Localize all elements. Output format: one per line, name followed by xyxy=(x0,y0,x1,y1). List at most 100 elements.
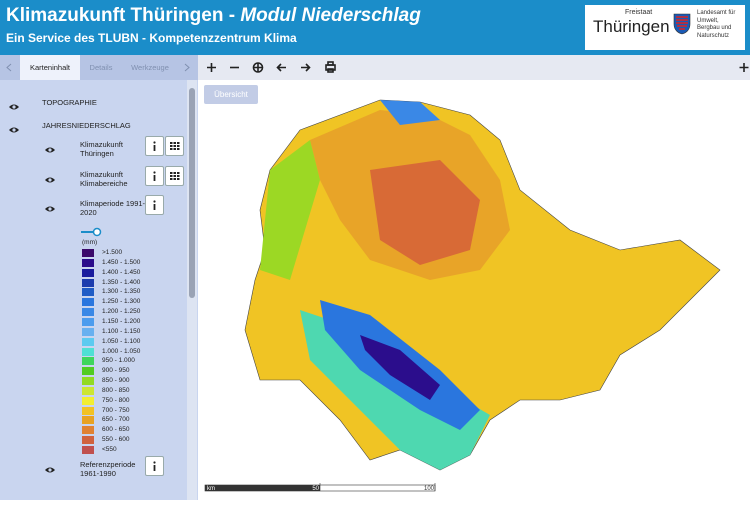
back[interactable] xyxy=(276,63,287,72)
scale-segment xyxy=(205,485,320,491)
visibility-toggle[interactable] xyxy=(8,121,20,139)
sublayer-label: Klimazukunft Klimabereiche xyxy=(80,170,128,188)
legend-label: 1.400 - 1.450 xyxy=(102,268,141,276)
info-button[interactable] xyxy=(145,456,164,476)
legend-label: 1.000 - 1.050 xyxy=(102,347,141,355)
legend-swatch xyxy=(82,258,94,267)
visibility-toggle[interactable] xyxy=(44,200,56,218)
legend-swatch xyxy=(82,298,94,307)
scale-label: 100 xyxy=(424,486,435,492)
legend-swatch xyxy=(82,446,94,454)
legend-swatch xyxy=(82,367,94,376)
title-emphasis: Modul Niederschlag xyxy=(240,5,421,26)
legend-label: 900 - 950 xyxy=(102,367,130,375)
legend-label: 550 - 600 xyxy=(102,436,130,444)
scale-bar: km 50 100 xyxy=(204,483,436,492)
grid-icon xyxy=(170,142,180,150)
logo[interactable]: Freistaat Thüringen Landesamt für Umwelt… xyxy=(585,5,745,50)
info-icon xyxy=(153,171,156,181)
legend-label: >1.500 xyxy=(102,249,123,256)
eye-icon xyxy=(45,177,55,183)
info-button[interactable] xyxy=(145,166,164,186)
legend-label: 1.250 - 1.300 xyxy=(102,298,141,306)
legend-swatch xyxy=(82,357,94,366)
region-harz xyxy=(380,100,440,125)
forward[interactable] xyxy=(301,63,311,72)
visibility-toggle[interactable] xyxy=(44,461,56,479)
region-driest xyxy=(370,160,480,265)
logo-small: Freistaat xyxy=(625,9,653,16)
legend-label: 950 - 1.000 xyxy=(102,357,135,365)
map[interactable] xyxy=(200,80,750,500)
eye-icon xyxy=(45,467,55,473)
legend-label: <550 xyxy=(102,446,117,453)
legend-swatch xyxy=(82,337,94,346)
subtitle: Ein Service des TLUBN - Kompetenzzentrum… xyxy=(6,31,297,45)
legend-label: 1.300 - 1.350 xyxy=(102,288,141,296)
map-toolbar xyxy=(198,55,750,80)
legend-swatch xyxy=(82,327,94,336)
coat-of-arms xyxy=(673,13,691,35)
map-canvas xyxy=(244,99,721,471)
info-button[interactable] xyxy=(145,136,164,156)
title-text: Klimazukunft Thüringen - xyxy=(6,5,241,26)
tab[interactable]: Werkzeuge xyxy=(131,63,169,72)
zoom-in[interactable] xyxy=(207,63,216,72)
eye-icon xyxy=(45,147,55,153)
region-west xyxy=(260,140,320,280)
legend-swatch xyxy=(82,268,94,277)
legend-swatch xyxy=(82,386,94,395)
legend-label: 650 - 700 xyxy=(102,416,130,424)
legend-label: 700 - 750 xyxy=(102,406,130,414)
grid-icon xyxy=(170,172,180,180)
region-summit xyxy=(360,335,440,400)
globe[interactable] xyxy=(252,62,264,73)
legend-label: 1.200 - 1.250 xyxy=(102,308,141,316)
layer-label: JAHRESNIEDERSCHLAG xyxy=(42,121,131,130)
legend-label: 1.450 - 1.500 xyxy=(102,258,141,266)
legend-swatch xyxy=(82,288,94,297)
legend-label: 1.100 - 1.150 xyxy=(102,327,141,335)
info-icon xyxy=(153,141,156,151)
info-icon xyxy=(153,461,156,471)
tab[interactable]: Details xyxy=(89,63,113,72)
scale-label: 50 xyxy=(312,486,319,492)
sublayer-label: Referenzperiode 1961-1990 xyxy=(80,460,136,478)
info-icon xyxy=(153,200,156,210)
logo-state: Thüringen xyxy=(593,17,670,36)
info-button[interactable] xyxy=(145,195,164,215)
eye-icon xyxy=(9,104,19,110)
legend-swatch xyxy=(82,249,94,257)
table-button[interactable] xyxy=(165,136,184,156)
print[interactable] xyxy=(325,61,336,73)
legend-swatch xyxy=(82,317,94,326)
header: Klimazukunft Thüringen - Modul Niedersch… xyxy=(0,0,750,55)
visibility-toggle[interactable] xyxy=(8,98,20,116)
legend-label: 1.150 - 1.200 xyxy=(102,317,141,325)
visibility-toggle[interactable] xyxy=(44,141,56,159)
logo-agency: Landesamt für Umwelt, Bergbau und Naturs… xyxy=(697,10,736,39)
legend-label: 1.050 - 1.100 xyxy=(102,337,141,345)
legend-label: 800 - 850 xyxy=(102,386,130,394)
fullscreen[interactable] xyxy=(739,63,749,72)
tab-prev[interactable] xyxy=(6,63,12,72)
scale-unit: km xyxy=(207,486,215,492)
tab[interactable]: Karteninhalt xyxy=(20,55,80,80)
legend-swatch xyxy=(82,377,94,386)
legend-swatch xyxy=(82,436,94,445)
toolbar-icons xyxy=(207,61,749,73)
scrollbar[interactable] xyxy=(187,80,197,500)
table-button[interactable] xyxy=(165,166,184,186)
opacity-slider[interactable] xyxy=(80,224,104,242)
legend-label: 750 - 800 xyxy=(102,396,130,404)
eye-icon xyxy=(9,127,19,133)
overview-button[interactable]: Übersicht xyxy=(204,85,258,104)
legend-swatch xyxy=(82,406,94,415)
legend-swatch xyxy=(82,426,94,435)
scroll-thumb[interactable] xyxy=(189,88,195,298)
tab-next[interactable] xyxy=(184,63,190,72)
visibility-toggle[interactable] xyxy=(44,171,56,189)
legend-unit: (mm) xyxy=(82,239,98,246)
